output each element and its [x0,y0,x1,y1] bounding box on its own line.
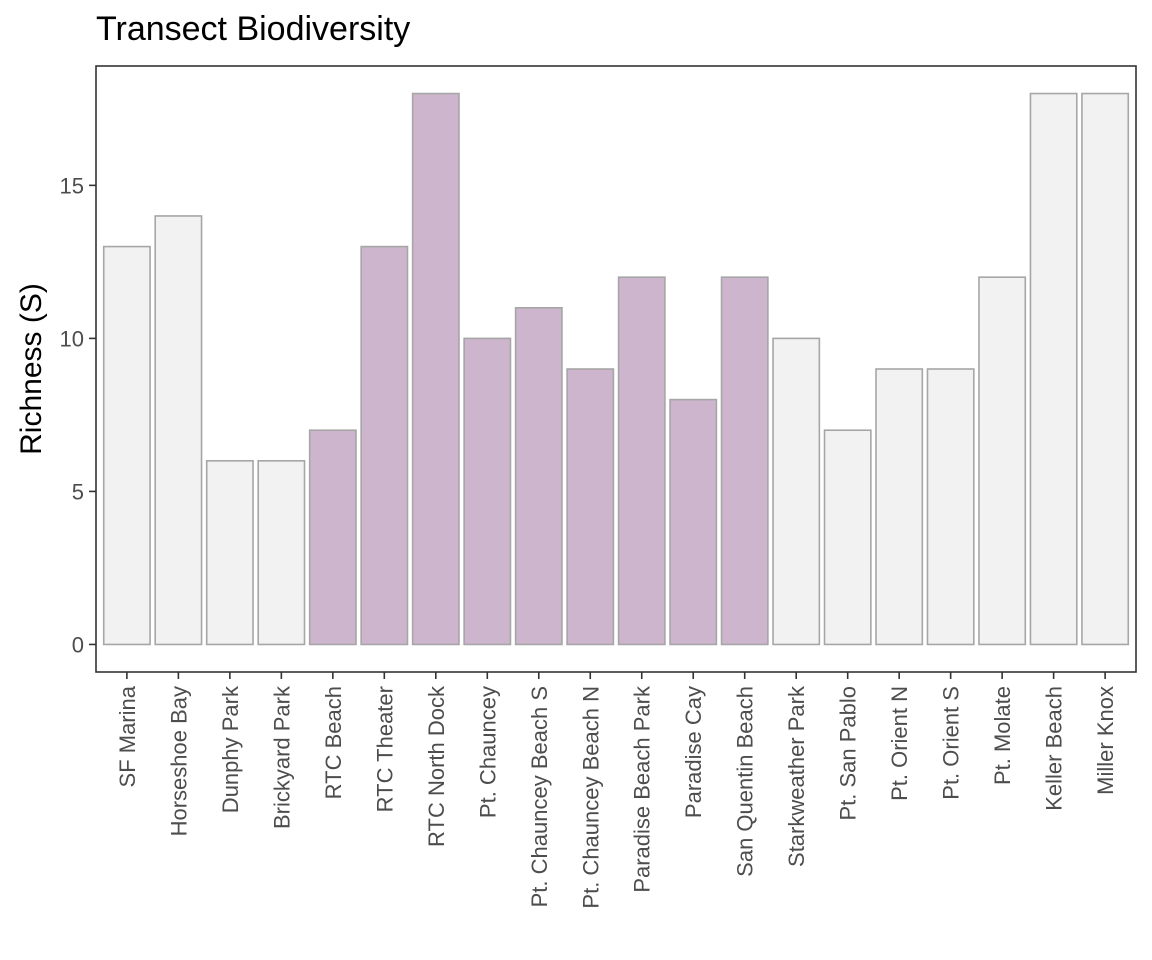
bar-2 [205,460,254,646]
bar-18 [1029,92,1078,646]
bar-0 [102,245,151,646]
bar-9 [566,368,615,646]
bar-6 [411,92,460,646]
bar-7 [463,337,512,646]
x-tick-label-6: RTC North Dock [424,685,449,847]
bar-8 [514,306,563,646]
x-tick-label-10: Paradise Beach Park [630,685,655,893]
panel-border [95,65,1137,673]
x-tick-label-3: Brickyard Park [269,685,294,829]
x-tick-label-1: Horseshoe Bay [166,686,191,836]
x-tick-label-19: Miller Knox [1093,686,1118,795]
y-tick-label-0: 0 [72,632,84,657]
bar-1 [154,215,203,646]
bars-layer [102,92,1130,646]
x-tick-label-12: San Quentin Beach [733,686,758,877]
y-axis-label: Richness (S) [15,283,48,455]
bar-4 [308,429,357,646]
x-tick-label-0: SF Marina [115,685,140,787]
x-tick-label-8: Pt. Chauncey Beach S [527,686,552,907]
y-tick-label-2: 10 [60,326,84,351]
x-tick-label-9: Pt. Chauncey Beach N [578,686,603,909]
x-tick-label-18: Keller Beach [1042,686,1067,811]
bar-16 [926,368,975,646]
x-tick-label-14: Pt. San Pablo [836,686,861,821]
x-tick-label-17: Pt. Molate [990,686,1015,785]
bar-5 [360,245,409,646]
x-axis: SF Marina Horseshoe Bay Dunphy Park Brickya… [115,672,1118,909]
bar-14 [823,429,872,646]
bar-11 [669,398,718,646]
bar-12 [720,276,769,646]
bar-19 [1081,92,1130,646]
bar-15 [875,368,924,646]
y-tick-label-3: 15 [60,173,84,198]
y-axis: 0 5 10 15 [60,173,96,657]
x-tick-label-15: Pt. Orient N [887,686,912,801]
x-tick-label-11: Paradise Cay [681,686,706,818]
bar-13 [772,337,821,646]
x-tick-label-5: RTC Theater [372,686,397,812]
x-tick-label-2: Dunphy Park [218,685,243,813]
x-tick-label-13: Starkweather Park [784,685,809,867]
x-tick-label-16: Pt. Orient S [939,686,964,800]
bar-17 [978,276,1027,646]
chart-title: Transect Biodiversity [96,10,411,48]
x-tick-label-7: Pt. Chauncey [475,686,500,818]
bar-3 [257,460,306,646]
bar-10 [617,276,666,646]
y-tick-label-1: 5 [72,479,84,504]
x-tick-label-4: RTC Beach [321,686,346,799]
